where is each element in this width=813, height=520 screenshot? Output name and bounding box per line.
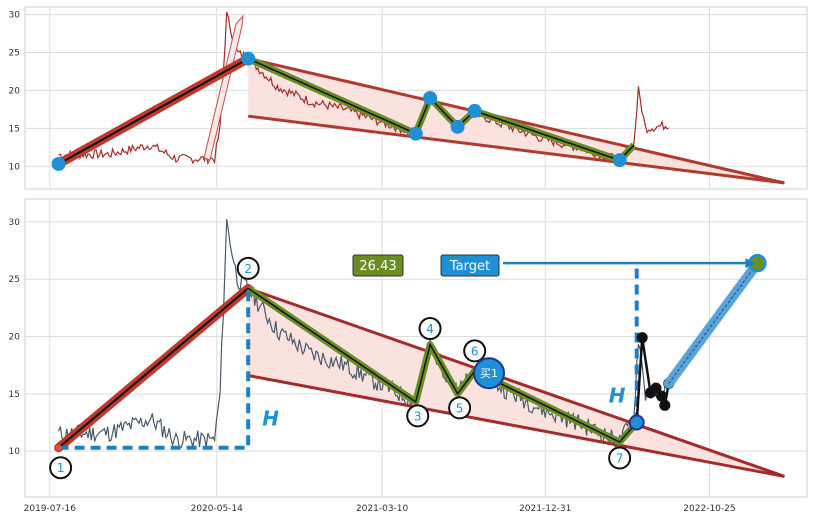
pivot-label: 4 [426, 322, 434, 336]
target-box-text: Target [449, 259, 490, 274]
breakout-marker [628, 414, 645, 431]
x-tick-label: 2020-05-14 [191, 504, 244, 514]
height-label: H [262, 407, 279, 431]
x-tick-label: 2021-12-31 [519, 504, 571, 514]
pivot-label-circle [418, 317, 442, 341]
buy-point-label: 买1 [480, 367, 498, 380]
y-tick-label: 10 [9, 447, 21, 457]
breakout-path-point [650, 382, 662, 394]
pivot-label: 3 [414, 409, 422, 423]
y-tick-label: 30 [9, 11, 21, 21]
start-point [55, 444, 62, 451]
pivot-label-circle [236, 256, 260, 280]
target-arrow-body [663, 258, 763, 389]
pivot-marker [241, 51, 256, 66]
pivot-marker [51, 156, 66, 171]
pivot-label-circle [448, 396, 472, 420]
y-tick-label: 20 [9, 333, 21, 343]
pivot-marker [467, 103, 482, 118]
y-tick-label: 25 [9, 49, 20, 59]
zigzag-core-line [247, 287, 638, 443]
target-guide-arrowhead [745, 258, 756, 269]
y-tick-label: 30 [9, 218, 21, 228]
value-box-text: 26.43 [359, 259, 396, 274]
pivot-label: 2 [244, 262, 252, 276]
target-box [440, 254, 500, 277]
buy-point-marker [473, 357, 506, 390]
breakout-path-point [636, 332, 648, 344]
y-tick-label: 15 [9, 390, 20, 400]
y-tick-label: 15 [9, 124, 20, 134]
pivot-marker [408, 126, 423, 141]
pivot-label: 7 [616, 451, 624, 465]
pivot-label-circle [608, 446, 632, 470]
y-tick-label: 20 [9, 86, 21, 96]
pivot-label-circle [49, 456, 73, 480]
channel-upper-line [247, 57, 785, 185]
channel-lower-line [247, 374, 785, 478]
uptrend-core-line [57, 287, 249, 449]
height-measure-line [58, 288, 251, 450]
pivot-marker [450, 119, 465, 134]
pivot-marker [423, 91, 438, 105]
y-tick-label: 10 [9, 162, 21, 172]
channel-upper-line [247, 286, 785, 478]
pivot-label: 5 [456, 401, 464, 415]
pivot-label-circle [463, 339, 487, 363]
x-tick-label: 2022-10-25 [683, 504, 735, 514]
pivot-label: 1 [57, 461, 65, 475]
height-label-target: H [609, 384, 626, 408]
pivot-label-circle [406, 404, 430, 428]
pivot-label: 6 [471, 344, 479, 358]
value-box [352, 254, 404, 277]
breakout-path-point [656, 390, 668, 402]
uptrend-core-line [58, 57, 249, 165]
channel-lower-line [248, 114, 785, 185]
breakout-path-point [659, 399, 671, 411]
pivot-marker [612, 153, 627, 168]
rise-arrow [203, 14, 244, 161]
x-tick-label: 2021-03-10 [356, 504, 409, 514]
x-tick-label: 2019-07-16 [24, 504, 77, 514]
y-tick-label: 25 [9, 275, 20, 285]
